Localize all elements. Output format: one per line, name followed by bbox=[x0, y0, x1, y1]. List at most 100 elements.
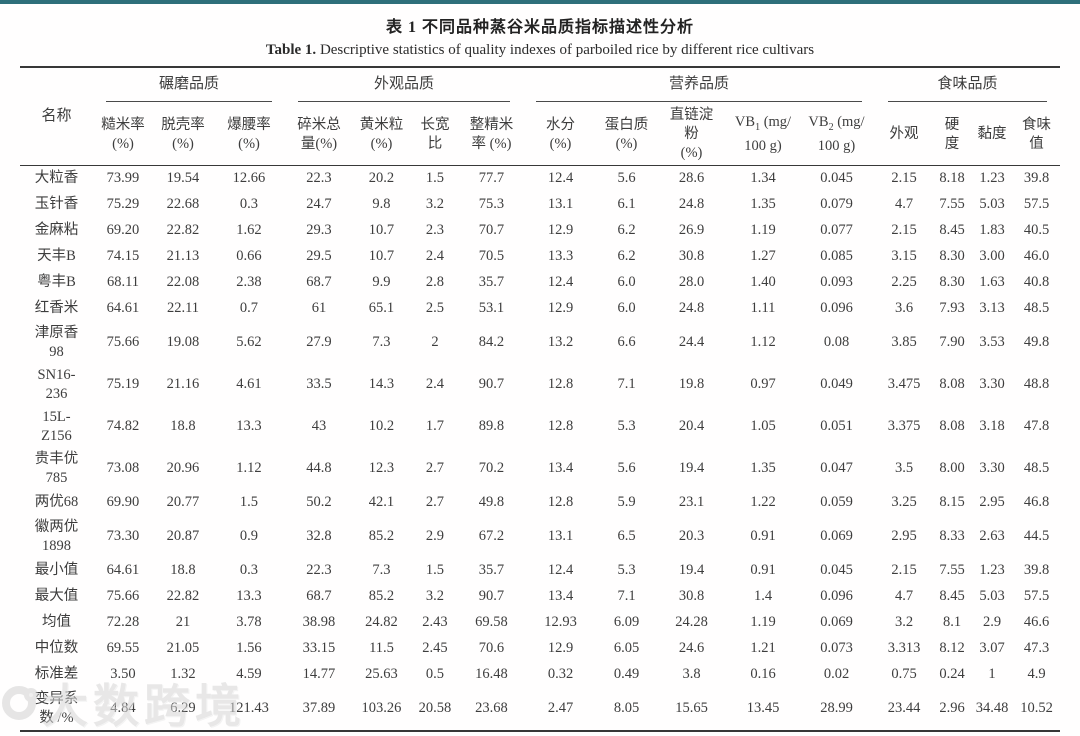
column-header: 黄米粒 (%) bbox=[352, 104, 410, 166]
cell: 1.4 bbox=[753, 588, 773, 604]
column-header: 爆腰率 (%) bbox=[212, 104, 285, 166]
cell: 12.9 bbox=[547, 640, 574, 656]
cell: 5.62 bbox=[236, 334, 262, 350]
table-row: 天丰B 74.15 21.13 0.66 29.5 10.7 2.4 70.5 13.3 6.2 3… bbox=[20, 244, 1060, 270]
column-header: 脱壳率 (%) bbox=[152, 104, 213, 166]
cell: 10.2 bbox=[368, 418, 395, 434]
group-header: 碾磨品质 bbox=[92, 66, 285, 104]
cell: 4.84 bbox=[92, 687, 153, 732]
cell: 30.8 bbox=[678, 248, 705, 264]
cell: 5.03 bbox=[979, 588, 1005, 604]
cell: 2.15 bbox=[891, 170, 917, 187]
cell: 21.13 bbox=[166, 248, 200, 264]
cell: 20.87 bbox=[166, 528, 200, 544]
cell: 18.8 bbox=[170, 562, 196, 578]
cell: 3.2 bbox=[894, 614, 914, 630]
cell: 0.5 bbox=[425, 666, 445, 682]
cell: 53.1 bbox=[478, 300, 505, 316]
cell: 20.77 bbox=[166, 494, 200, 510]
row-name: 红香米 bbox=[34, 300, 79, 316]
cell: 2.25 bbox=[891, 274, 917, 290]
cell: 0.079 bbox=[820, 196, 853, 212]
cell: 12.9 bbox=[547, 300, 574, 316]
cell: 28.6 bbox=[678, 170, 705, 187]
cell: 18.8 bbox=[170, 418, 196, 434]
cell: 28.0 bbox=[678, 274, 705, 290]
cell: 74.82 bbox=[106, 418, 140, 434]
row-name: 最小值 bbox=[34, 562, 79, 578]
cell: 2.8 bbox=[425, 274, 445, 290]
cell: 85.2 bbox=[368, 528, 395, 544]
cell: 0.051 bbox=[820, 418, 853, 434]
cell: 33.15 bbox=[302, 640, 336, 656]
cell: 0.059 bbox=[820, 494, 853, 510]
cell: 3.5 bbox=[894, 460, 914, 476]
cell: 23.68 bbox=[459, 687, 523, 732]
cell: 2.95 bbox=[891, 528, 917, 544]
cell: 39.8 bbox=[1023, 170, 1050, 187]
cell: 3.78 bbox=[236, 614, 262, 630]
cell: 103.26 bbox=[352, 687, 410, 732]
table-row: 最大值 75.66 22.82 13.3 68.7 85.2 3.2 90.7 13.4 7.1 3… bbox=[20, 584, 1060, 610]
cell: 34.48 bbox=[971, 687, 1013, 732]
cell: 2.9 bbox=[982, 614, 1002, 630]
cell: 48.5 bbox=[1023, 300, 1050, 316]
cell: 1.5 bbox=[425, 170, 445, 187]
cell: 13.45 bbox=[728, 687, 798, 732]
cell: 46.6 bbox=[1023, 614, 1050, 630]
cell: 11.5 bbox=[369, 640, 394, 656]
cell: 6.2 bbox=[617, 248, 636, 264]
cell: 22.3 bbox=[306, 170, 332, 187]
cell: 48.5 bbox=[1023, 460, 1050, 476]
cell: 1.56 bbox=[236, 640, 262, 656]
column-header: 直链淀 粉 (%) bbox=[655, 104, 728, 166]
cell: 21 bbox=[175, 614, 191, 630]
row-name: 天丰B bbox=[37, 248, 76, 264]
table-row: 金麻粘 69.20 22.82 1.62 29.3 10.7 2.3 70.7 12.9 6.2 2… bbox=[20, 218, 1060, 244]
table-row: 标准差 3.50 1.32 4.59 14.77 25.63 0.5 16.48 0.32 0.4… bbox=[20, 662, 1060, 688]
name-column-header: 名称 bbox=[19, 66, 93, 166]
cell: 12.66 bbox=[232, 170, 266, 187]
cell: 2.9 bbox=[425, 528, 445, 544]
cell: 90.7 bbox=[478, 588, 505, 604]
table-row: 津原香 98 75.66 19.08 5.62 27.9 7.3 2 84.2 13.2 6.6 2… bbox=[20, 322, 1060, 364]
cell: 13.1 bbox=[547, 528, 574, 544]
cell: 4.7 bbox=[894, 588, 914, 604]
row-name: 贵丰优 785 bbox=[34, 450, 79, 486]
row-name: 均值 bbox=[41, 614, 71, 630]
cell: 23.44 bbox=[875, 687, 933, 732]
cell: 24.8 bbox=[678, 196, 705, 212]
cell: 5.6 bbox=[617, 460, 636, 476]
cell: 75.19 bbox=[106, 376, 140, 392]
cell: 2.5 bbox=[425, 300, 445, 316]
table-row: 15L- Z156 74.82 18.8 13.3 43 10.2 1.7 89.8 12.8 5… bbox=[20, 406, 1060, 448]
cell: 22.08 bbox=[166, 274, 200, 290]
cell: 1.27 bbox=[750, 248, 776, 264]
cell: 38.98 bbox=[302, 614, 336, 630]
cell: 20.2 bbox=[368, 170, 395, 187]
cell: 7.3 bbox=[372, 334, 391, 350]
cell: 13.4 bbox=[547, 588, 574, 604]
cell: 6.05 bbox=[613, 640, 640, 656]
cell: 5.3 bbox=[617, 562, 636, 578]
cell: 2.96 bbox=[933, 687, 971, 732]
cell: 0.08 bbox=[823, 334, 850, 350]
cell: 19.08 bbox=[166, 334, 200, 350]
cell: 0.093 bbox=[820, 274, 853, 290]
cell: 75.66 bbox=[106, 334, 140, 350]
cell: 2.63 bbox=[979, 528, 1005, 544]
cell: 0.096 bbox=[820, 588, 853, 604]
cell: 70.5 bbox=[478, 248, 505, 264]
cell: 1.12 bbox=[236, 460, 262, 476]
cell: 72.28 bbox=[106, 614, 140, 630]
cell: 1.19 bbox=[750, 614, 776, 630]
cell: 37.89 bbox=[284, 687, 353, 732]
cell: 10.7 bbox=[368, 248, 395, 264]
column-header: 整精米 率 (%) bbox=[459, 104, 523, 166]
column-header: 硬 度 bbox=[933, 104, 971, 166]
cell: 30.8 bbox=[678, 588, 705, 604]
cell: 1.05 bbox=[750, 418, 776, 434]
cell: 15.65 bbox=[655, 687, 728, 732]
cell: 3.07 bbox=[979, 640, 1005, 656]
